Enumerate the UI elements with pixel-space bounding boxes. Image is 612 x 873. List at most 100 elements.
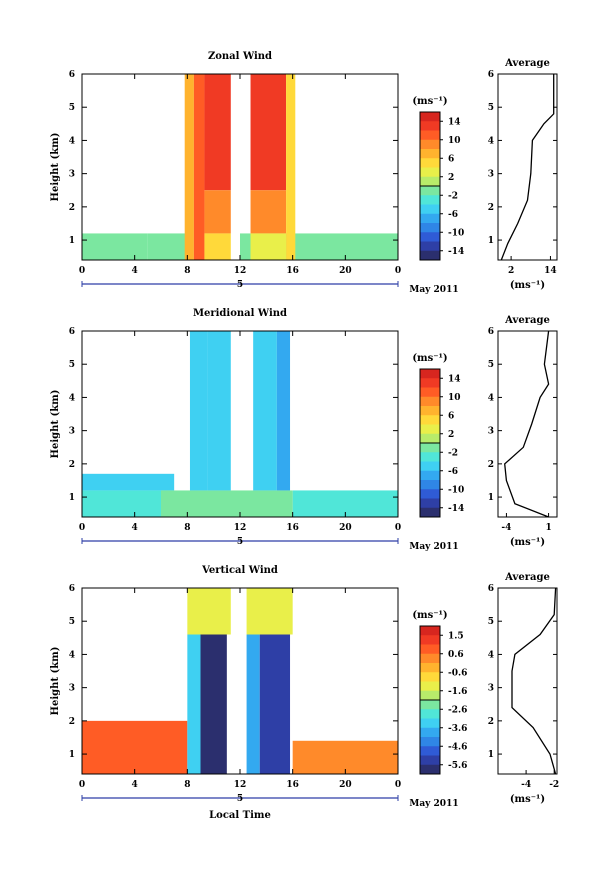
y-tick-label: 6: [69, 584, 75, 594]
y-tick-label: 2: [69, 460, 75, 470]
avg-y-tick-label: 5: [488, 360, 494, 370]
heatmap-cell: [259, 634, 291, 774]
x-tick-label: 16: [286, 523, 299, 533]
colorbar-swatch: [420, 737, 440, 747]
plot-frame: [81, 73, 399, 261]
panel-title: Vertical Wind: [201, 565, 278, 576]
day-label: 5: [237, 280, 243, 290]
colorbar-swatch: [420, 250, 440, 261]
x-tick-label: 4: [132, 266, 138, 276]
avg-y-tick-label: 1: [488, 236, 494, 246]
heatmap-cell: [187, 634, 201, 774]
colorbar-tick-label: 10: [448, 393, 461, 403]
colorbar-tick-label: 14: [448, 117, 461, 127]
avg-title: Average: [504, 572, 550, 583]
x-tick-label: 12: [234, 266, 247, 276]
colorbar-tick-label: -14: [448, 247, 464, 257]
colorbar-swatch: [420, 746, 440, 756]
colorbar-swatch: [420, 424, 440, 435]
colorbar-swatch: [420, 764, 440, 775]
colorbar-swatch: [420, 507, 440, 518]
colorbar-tick-label: 0.6: [448, 650, 464, 660]
avg-x-axis-label: (ms⁻¹): [510, 794, 545, 805]
colorbar-swatch: [420, 158, 440, 168]
heatmap-cell: [82, 233, 148, 260]
x-tick-label: 8: [184, 523, 190, 533]
colorbar-swatch: [420, 223, 440, 233]
y-tick-label: 5: [69, 617, 75, 627]
y-tick-label: 4: [69, 393, 75, 403]
date-label: May 2011: [409, 799, 458, 809]
colorbar-swatch: [420, 139, 440, 150]
heatmap-cell: [82, 473, 175, 491]
colorbar-swatch: [420, 415, 440, 425]
avg-y-tick-label: 4: [488, 393, 494, 403]
avg-x-axis-label: (ms⁻¹): [510, 280, 545, 291]
x-tick-label: 16: [286, 780, 299, 790]
x-tick-label: 4: [132, 523, 138, 533]
colorbar-swatch: [420, 167, 440, 178]
heatmap-cell: [204, 190, 231, 234]
colorbar-swatch: [420, 396, 440, 407]
y-axis-label: Height (km): [50, 647, 61, 716]
avg-y-tick-label: 5: [488, 617, 494, 627]
y-axis-label: Height (km): [50, 133, 61, 202]
colorbar-swatch: [420, 378, 440, 388]
y-tick-label: 6: [69, 327, 75, 337]
x-tick-label: 16: [286, 266, 299, 276]
colorbar-unit: (ms⁻¹): [412, 610, 447, 621]
x-tick-label: 8: [184, 266, 190, 276]
heatmap-cell: [246, 634, 260, 774]
colorbar-swatch: [420, 406, 440, 416]
avg-profile-line: [504, 330, 550, 518]
y-tick-label: 5: [69, 103, 75, 113]
avg-y-tick-label: 3: [488, 170, 494, 180]
colorbar-swatch: [420, 709, 440, 719]
colorbar-tick-label: -5.6: [448, 761, 467, 771]
avg-x-tick-label: 14: [544, 266, 557, 276]
colorbar-swatch: [420, 186, 440, 196]
avg-y-tick-label: 1: [488, 750, 494, 760]
colorbar-swatch: [420, 626, 440, 636]
colorbar-tick-label: -2.6: [448, 705, 467, 715]
x-tick-label: 8: [184, 780, 190, 790]
colorbar-swatch: [420, 681, 440, 692]
y-tick-label: 1: [69, 493, 75, 503]
colorbar-swatch: [420, 755, 440, 766]
date-label: May 2011: [409, 285, 458, 295]
colorbar-swatch: [420, 653, 440, 664]
colorbar-swatch: [420, 690, 440, 701]
heatmap-cell: [204, 74, 231, 191]
heatmap-cell: [147, 233, 188, 260]
colorbar-swatch: [420, 433, 440, 444]
heatmap-cell: [292, 740, 398, 774]
avg-frame: [497, 73, 558, 261]
x-tick-label: 12: [234, 780, 247, 790]
colorbar-tick-label: -0.6: [448, 668, 467, 678]
x-tick-label: 4: [132, 780, 138, 790]
heatmap-cell: [250, 190, 287, 234]
colorbar-swatch: [420, 369, 440, 379]
colorbar-tick-label: -6: [448, 467, 458, 477]
avg-y-tick-label: 2: [488, 717, 494, 727]
y-tick-label: 2: [69, 717, 75, 727]
heatmap-cell: [250, 233, 287, 260]
colorbar-tick-label: 10: [448, 136, 461, 146]
colorbar-swatch: [420, 241, 440, 252]
x-tick-label: 20: [339, 523, 352, 533]
colorbar-tick-label: 2: [448, 430, 454, 440]
y-tick-label: 3: [69, 684, 75, 694]
avg-y-tick-label: 4: [488, 650, 494, 660]
colorbar-tick-label: -10: [448, 228, 464, 238]
heatmap-cell: [161, 490, 293, 517]
heatmap-cell: [246, 588, 293, 635]
panel-title: Meridional Wind: [193, 308, 287, 319]
colorbar-swatch: [420, 727, 440, 738]
colorbar-swatch: [420, 635, 440, 645]
y-tick-label: 4: [69, 136, 75, 146]
heatmap-cell: [204, 233, 231, 260]
colorbar-swatch: [420, 663, 440, 673]
avg-y-tick-label: 5: [488, 103, 494, 113]
colorbar-swatch: [420, 213, 440, 224]
colorbar-tick-label: -6: [448, 210, 458, 220]
